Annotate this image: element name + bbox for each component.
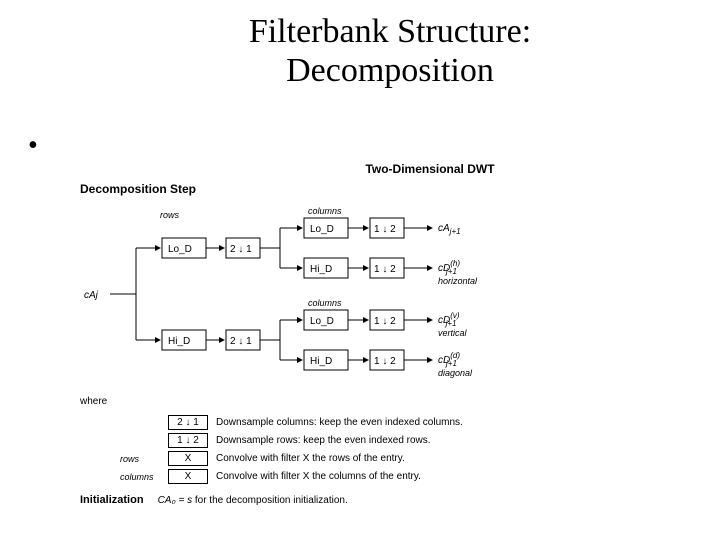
legend: 2 ↓ 1 Downsample columns: keep the even … (80, 415, 640, 484)
legend-ds-col: 2 ↓ 1 Downsample columns: keep the even … (120, 415, 640, 430)
bullet: • (28, 130, 38, 162)
where-label: where (80, 396, 640, 407)
svg-text:1 ↓ 2: 1 ↓ 2 (374, 264, 396, 275)
title-line1: Filterbank Structure: (249, 13, 531, 50)
svg-text:Hi_D: Hi_D (310, 264, 332, 275)
init-label: Initialization (80, 494, 144, 506)
svg-text:horizontal: horizontal (438, 276, 478, 286)
decomp-step-label: Decomposition Step (80, 182, 640, 196)
out-ca: cAj+1 (438, 223, 461, 236)
out-cdv: cD(v)j+1 (438, 311, 460, 328)
legend-rows: rows X Convolve with filter X the rows o… (120, 451, 640, 466)
svg-text:Lo_D: Lo_D (310, 224, 334, 235)
svg-text:columns: columns (308, 206, 342, 216)
svg-text:diagonal: diagonal (438, 368, 473, 378)
svg-text:Hi_D: Hi_D (310, 356, 332, 367)
out-cdh: cD(h)j+1 (438, 259, 460, 276)
svg-text:vertical: vertical (438, 328, 468, 338)
diagram-container: Two-Dimensional DWT Decomposition Step c… (80, 162, 640, 506)
title-line2: Decomposition (286, 52, 494, 89)
initialization-row: Initialization CA₀ = s for the decomposi… (80, 494, 640, 506)
flow-diagram: cAj rows Lo_D Hi_D 2 ↓ 1 2 ↓ 1 columns (80, 200, 640, 390)
svg-text:Lo_D: Lo_D (310, 316, 334, 327)
dwt-title: Two-Dimensional DWT (220, 162, 640, 176)
svg-text:1 ↓ 2: 1 ↓ 2 (374, 356, 396, 367)
svg-text:1 ↓ 2: 1 ↓ 2 (374, 224, 396, 235)
legend-ds-row: 1 ↓ 2 Downsample rows: keep the even ind… (120, 433, 640, 448)
svg-text:2 ↓ 1: 2 ↓ 1 (230, 244, 252, 255)
rows-label: rows (160, 210, 180, 220)
svg-text:2 ↓ 1: 2 ↓ 1 (230, 336, 252, 347)
rows-lod-text: Lo_D (168, 244, 192, 255)
svg-text:1 ↓ 2: 1 ↓ 2 (374, 316, 396, 327)
svg-text:columns: columns (308, 298, 342, 308)
out-cdd: cD(d)j+1 (438, 351, 460, 368)
rows-hid-text: Hi_D (168, 336, 190, 347)
input-caj: cAj (84, 290, 99, 301)
legend-cols: columns X Convolve with filter X the col… (120, 469, 640, 484)
